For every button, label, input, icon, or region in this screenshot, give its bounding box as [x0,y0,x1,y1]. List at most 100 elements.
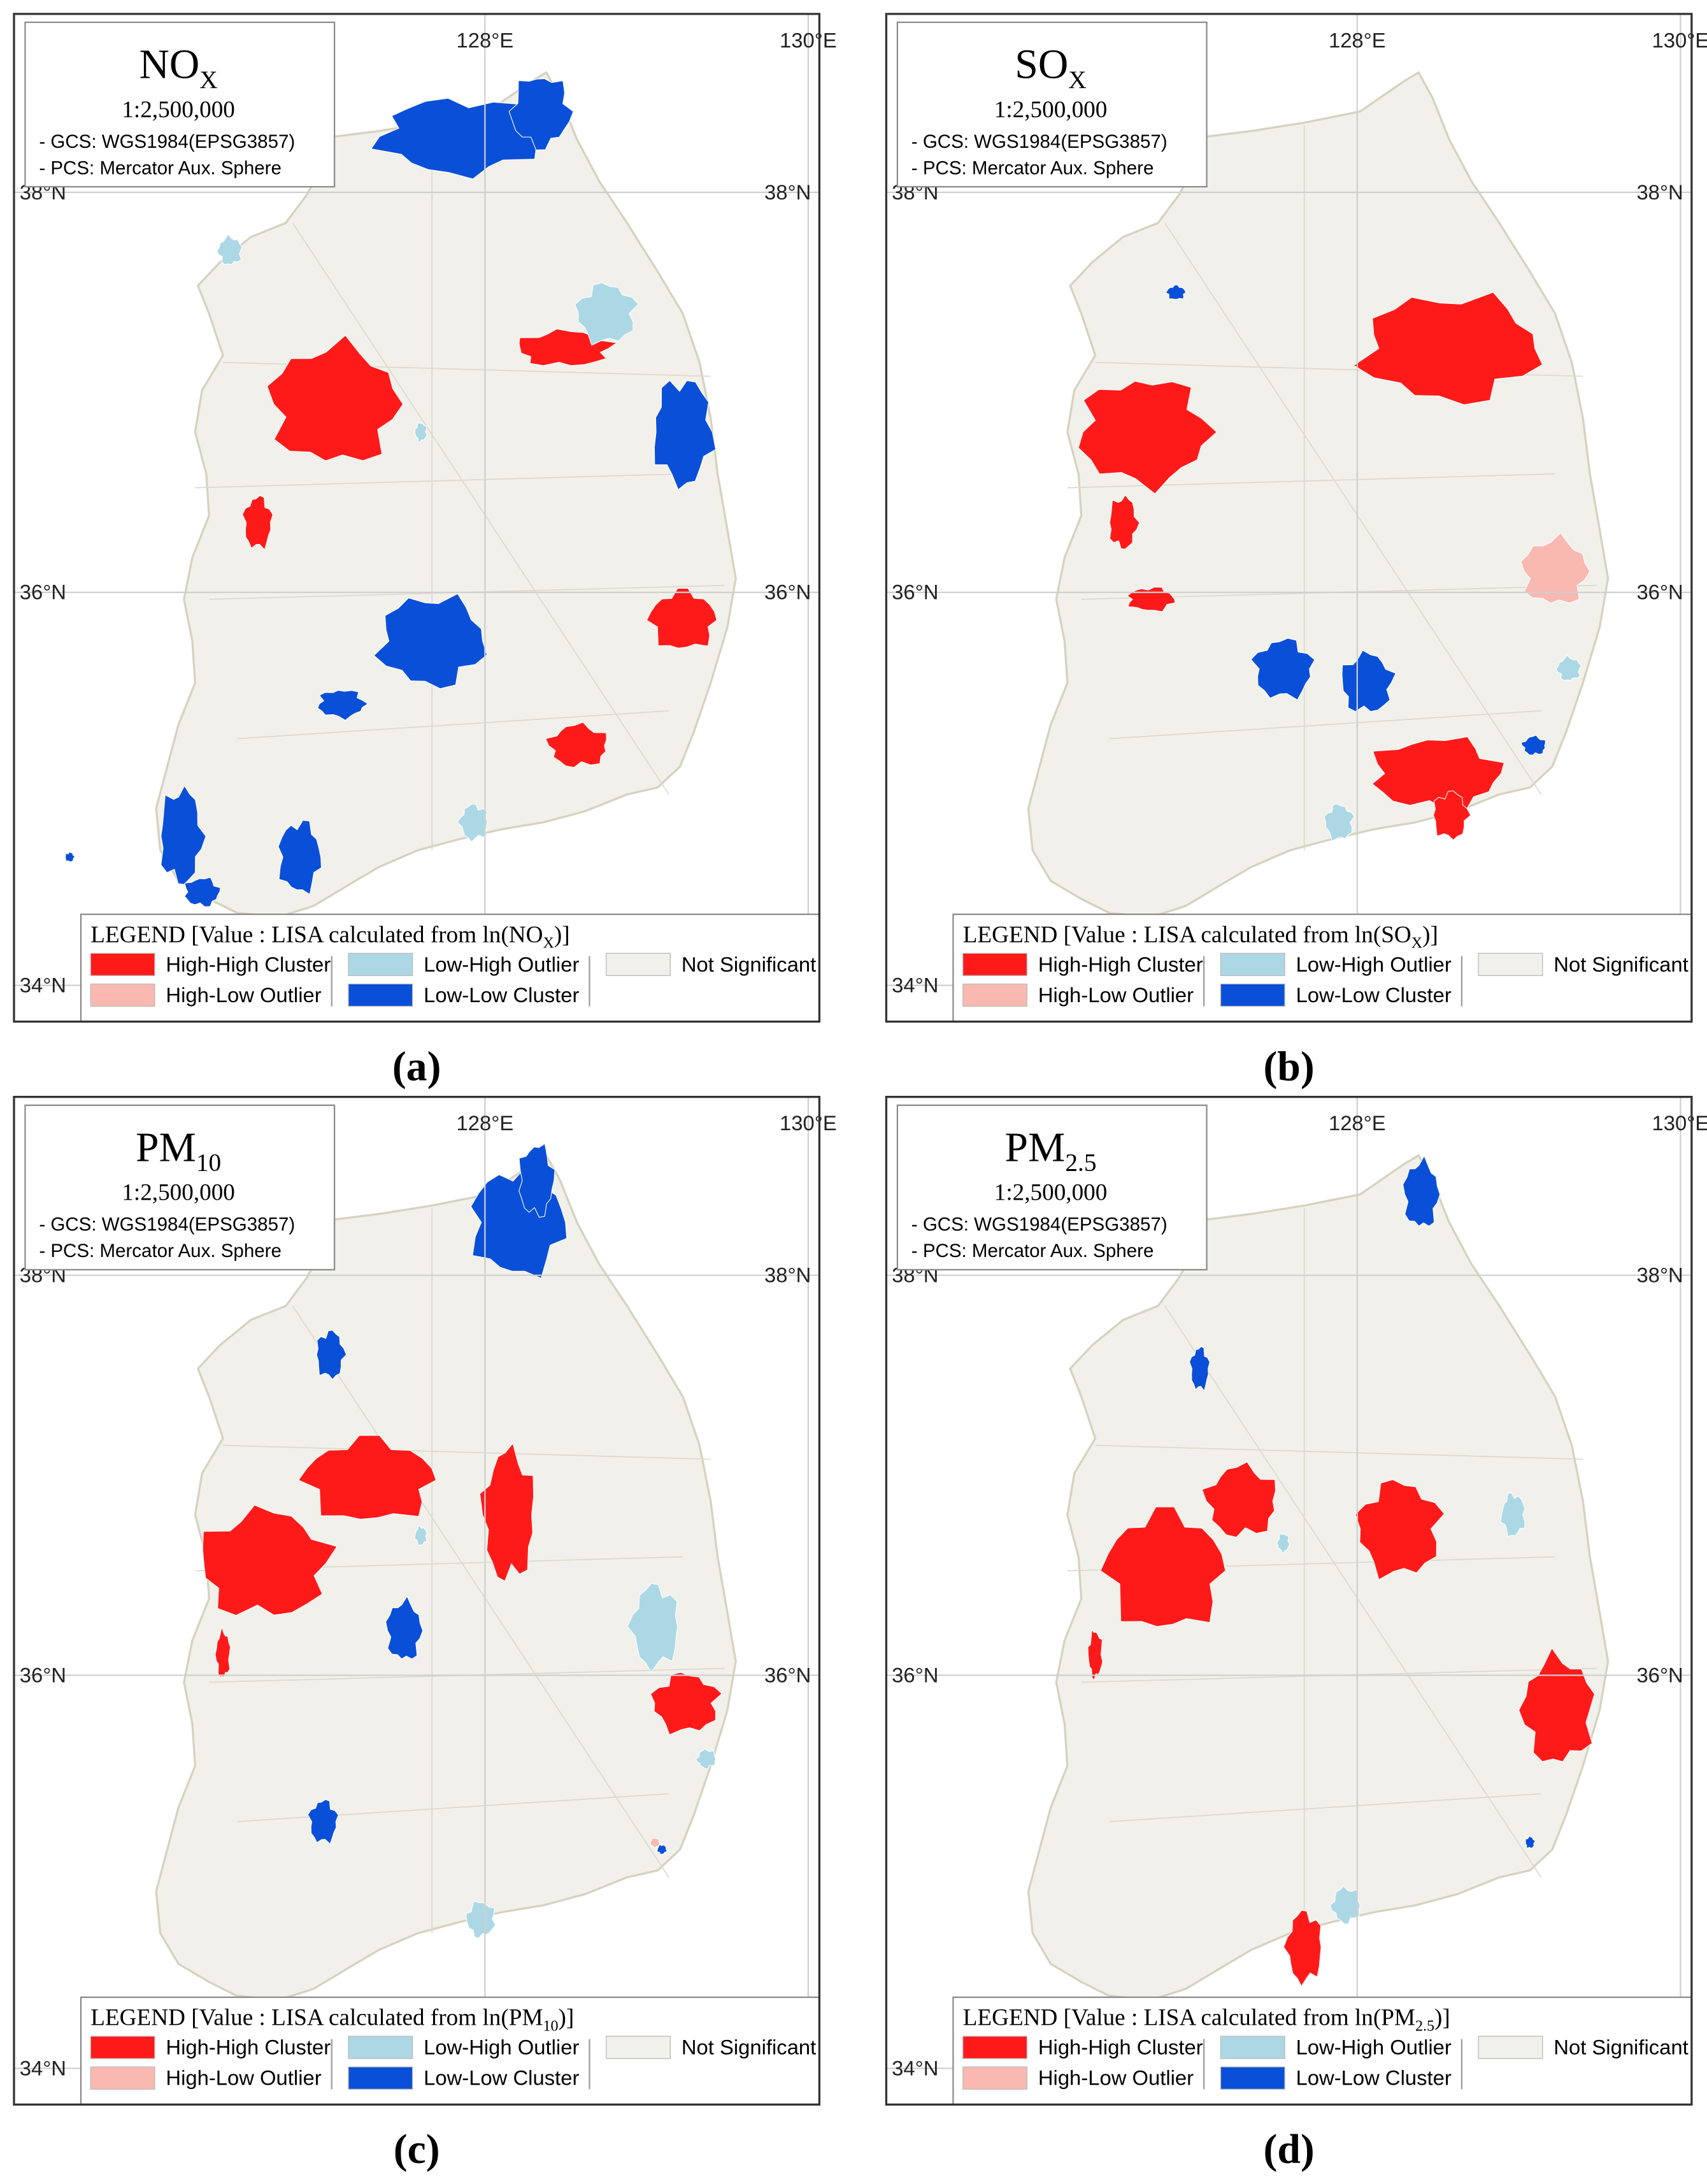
cluster-region [575,282,639,346]
legend-box [80,913,820,1023]
pcs-note: - PCS: Mercator Aux. Sphere [911,1240,1154,1261]
gcs-note: - GCS: WGS1984(EPSG3857) [911,1214,1168,1235]
legend-swatch [1478,2036,1543,2059]
district-boundary [1095,1444,1583,1460]
legend-label: Low-High Outlier [424,2036,579,2059]
info-box [24,1104,336,1271]
cluster-region [1341,649,1397,712]
map-scale: 1:2,500,000 [122,97,235,123]
latitude-label: 36°N [892,580,938,604]
legend-swatch [1220,2066,1285,2090]
latitude-label: 38°N [764,180,811,204]
latitude-label: 34°N [20,973,66,997]
legend-label: High-Low Outlier [166,2066,321,2090]
cluster-region [370,97,538,180]
longitude-label: 128°E [457,1111,514,1135]
legend-title: LEGEND [Value : LISA calculated from ln(… [963,922,1438,952]
longitude-label: 130°E [1652,1111,1707,1135]
cluster-region [1250,638,1315,701]
cluster-region [1371,736,1505,811]
legend-label: High-Low Outlier [1038,2066,1194,2090]
cluster-region [316,1330,347,1380]
legend-swatch [1220,983,1285,1007]
cluster-region [1329,1885,1361,1925]
legend-label: Low-Low Cluster [1296,2066,1452,2090]
cluster-region [317,689,369,721]
map-panel: 128°E 130°E38°N 38°N36°N 36°N34°NNOX1:2,500… [13,13,837,1023]
cluster-region [649,1837,661,1849]
cluster-region [1126,586,1176,612]
legend-swatch [90,2066,155,2090]
legend-label: High-High Cluster [1038,952,1203,976]
cluster-region [307,1799,339,1845]
legend-label: High-Low Outlier [1038,983,1194,1007]
cluster-region [508,78,574,150]
land [155,71,737,919]
cluster-region [1109,494,1140,550]
latitude-label: 36°N [764,580,811,604]
title-main: PM [136,1124,196,1170]
cluster-region [627,1583,678,1673]
legend-swatch [348,2036,413,2059]
district-boundary [1164,1305,1542,1878]
latitude-label: 34°N [892,973,938,997]
cluster-region [1276,1533,1290,1555]
info-box [24,21,336,188]
info-box [896,21,1208,188]
cluster-region [297,1435,437,1520]
legend-label: Not Significant [1553,2036,1688,2059]
legend-label: High-High Cluster [1038,2036,1203,2059]
legend-swatch [1220,952,1285,976]
cluster-region [414,422,428,443]
cluster-region [1432,790,1471,841]
pcs-note: - PCS: Mercator Aux. Sphere [39,1240,282,1261]
cluster-region [1324,803,1355,842]
title-main: SO [1015,42,1068,88]
cluster-region [266,334,404,461]
panel-title: NOX [139,42,217,94]
cluster-region [646,587,718,649]
cluster-region [1500,1492,1526,1537]
cluster-region [202,1504,338,1616]
panel-border [885,13,1693,1023]
cluster-region [241,495,274,551]
legend-swatch [962,2036,1028,2059]
district-boundary [292,222,669,795]
legend-title-suffix: )] [554,922,570,948]
legend-title: LEGEND [Value : LISA calculated from ln(… [90,922,569,952]
cluster-region [1525,1835,1536,1849]
legend-title-prefix: LEGEND [Value : LISA calculated from ln(… [90,922,543,948]
cluster-region [161,785,206,885]
cluster-region [373,593,488,689]
cluster-region [1353,292,1543,405]
cluster-region [1518,1647,1595,1762]
legend-label: Low-High Outlier [1296,2036,1452,2059]
cluster-region [385,1595,424,1660]
legend-title-prefix: LEGEND [Value : LISA calculated from ln(… [963,2005,1415,2031]
legend-label: Not Significant [682,952,816,976]
legend-label: Low-Low Cluster [424,983,579,1007]
latitude-label: 38°N [1636,1263,1683,1287]
cluster-region [695,1748,717,1770]
latitude-label: 38°N [764,1263,811,1287]
legend-swatch [1478,952,1543,976]
latitude-label: 34°N [892,2056,938,2080]
legend-label: Low-High Outlier [1296,952,1452,976]
gcs-note: - GCS: WGS1984(EPSG3857) [39,131,295,152]
legend-swatch [348,2066,413,2090]
latitude-label: 38°N [1636,180,1683,204]
legend-label: Low-High Outlier [424,952,579,976]
legend-box [952,913,1692,1023]
legend-swatch [348,983,413,1007]
map-scale: 1:2,500,000 [994,97,1108,123]
district-boundary [1109,1793,1541,1823]
latitude-label: 36°N [764,1663,811,1686]
legend-title-sub: X [1411,935,1422,952]
gcs-note: - GCS: WGS1984(EPSG3857) [39,1214,295,1235]
cluster-region [1189,1346,1210,1392]
latitude-label: 36°N [20,580,66,604]
panel-title: SOX [1015,42,1086,94]
map-panel: 128°E 130°E38°N 38°N36°N 36°N34°NPM101:2,50… [13,1096,837,2106]
title-main: PM [1005,1124,1066,1170]
